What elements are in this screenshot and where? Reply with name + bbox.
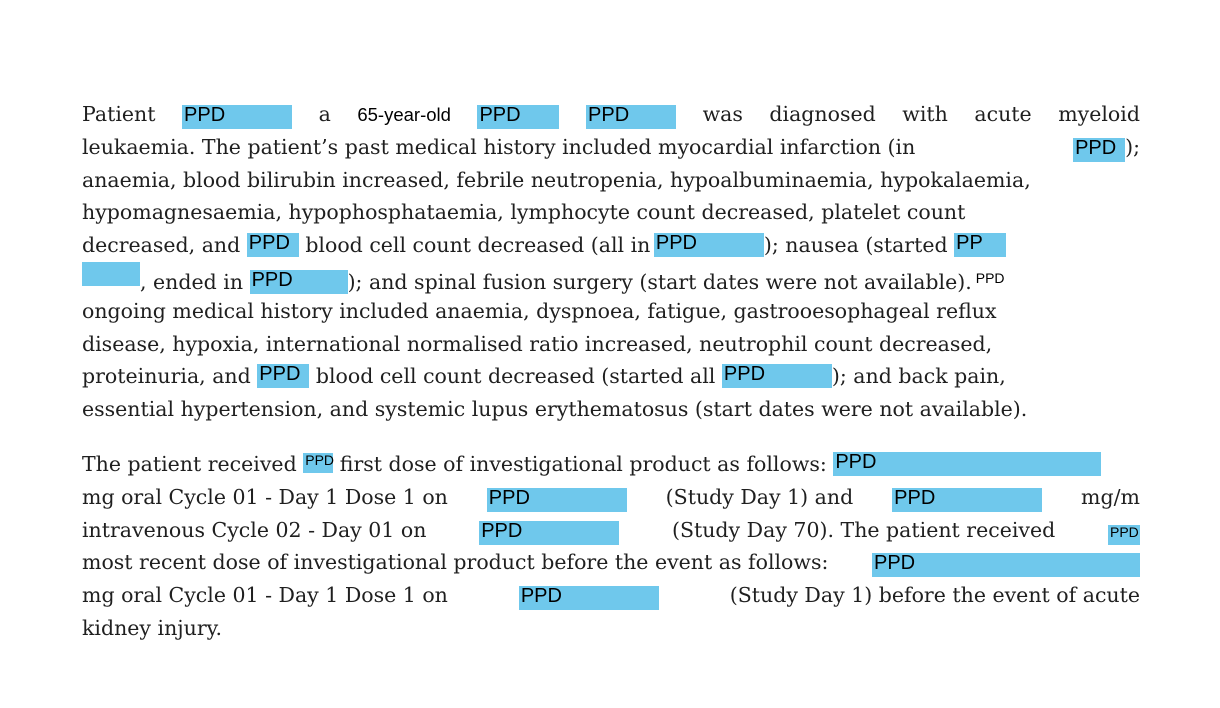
text-segment: ); and back pain,	[831, 364, 1006, 389]
redaction-box: PPD	[833, 451, 1102, 476]
medical-history-paragraph: Patient PPD a 65-year-old PPD PPD was di…	[82, 98, 1140, 426]
text-line: kidney injury.	[82, 612, 1140, 645]
redaction-box: PPD	[892, 487, 1043, 512]
text-segment: mg/m	[1081, 484, 1140, 509]
text-segment: (Study Day 70). The patient received	[671, 517, 1056, 542]
redaction-box	[82, 261, 140, 286]
text-segment: mg oral Cycle 01 - Day 1 Dose 1 on	[82, 583, 448, 608]
redaction-box: PPD	[246, 233, 299, 258]
text-segment: ); nausea (started	[763, 233, 948, 258]
redaction-box: PPD	[872, 553, 1140, 578]
text-segment: , ended in	[140, 269, 244, 294]
text-segment: ); and spinal fusion surgery (start date…	[347, 269, 972, 294]
text-line: decreased, and PPD blood cell count decr…	[82, 229, 1140, 262]
text-segment: diagnosed	[769, 102, 876, 126]
text-segment: proteinuria, and	[82, 364, 251, 389]
text-line: mg oral Cycle 01 - Day 1 Dose 1 on PPD (…	[82, 481, 1140, 514]
redaction-box: PPD	[586, 105, 677, 129]
document-page: Patient PPD a 65-year-old PPD PPD was di…	[82, 98, 1140, 645]
text-segment: disease, hypoxia, international normalis…	[82, 331, 993, 356]
text-segment: blood cell count decreased (started all	[315, 364, 716, 389]
text-segment: (Study Day 1) and	[665, 484, 854, 509]
redaction-box: PPD	[721, 364, 832, 389]
redaction-box: PPD	[182, 105, 293, 129]
redaction-box: PPD	[518, 586, 659, 611]
text-segment: essential hypertension, and systemic lup…	[82, 397, 1028, 422]
text-line: essential hypertension, and systemic lup…	[82, 393, 1140, 426]
text-line: The patient received PPD first dose of i…	[82, 448, 1140, 481]
redaction-box: PPD	[486, 487, 627, 512]
patient-age: 65-year-old	[357, 104, 451, 125]
text-segment: blood cell count decreased (all in	[305, 233, 651, 258]
text-segment: (Study Day 1) before the event of acute	[729, 583, 1140, 608]
dosing-paragraph: The patient received PPD first dose of i…	[82, 448, 1140, 645]
text-segment: was	[702, 102, 743, 126]
text-line: Patient PPD a 65-year-old PPD PPD was di…	[82, 98, 1140, 131]
redaction-box: PPD	[249, 269, 348, 294]
redaction-box: PPD	[303, 452, 334, 473]
text-segment: a	[318, 102, 331, 126]
redaction-box: PPD	[257, 364, 310, 389]
text-segment: mg oral Cycle 01 - Day 1 Dose 1 on	[82, 484, 448, 509]
text-segment: );	[1125, 134, 1140, 159]
text-line: ongoing medical history included anaemia…	[82, 295, 1140, 328]
text-line: , ended in PPD); and spinal fusion surge…	[82, 261, 1140, 295]
text-segment: kidney injury.	[82, 615, 223, 640]
redaction-box: PPD	[477, 105, 560, 129]
redaction-box: PP	[954, 233, 1007, 258]
text-segment: anaemia, blood bilirubin increased, febr…	[82, 167, 1031, 192]
text-line: intravenous Cycle 02 - Day 01 on PPD (St…	[82, 514, 1140, 547]
text-segment: with	[902, 102, 948, 126]
text-segment: decreased, and	[82, 233, 241, 258]
text-line: proteinuria, and PPD blood cell count de…	[82, 360, 1140, 393]
text-line: most recent dose of investigational prod…	[82, 546, 1140, 579]
text-line: leukaemia. The patient’s past medical hi…	[82, 131, 1140, 164]
text-segment: myeloid	[1058, 102, 1140, 126]
text-segment: intravenous Cycle 02 - Day 01 on	[82, 517, 427, 542]
text-line: hypomagnesaemia, hypophosphataemia, lymp…	[82, 196, 1140, 229]
text-segment: leukaemia. The patient’s past medical hi…	[82, 134, 916, 159]
redaction-box: PPD	[479, 520, 620, 545]
text-segment: first dose of investigational product as…	[339, 451, 827, 476]
text-segment: most recent dose of investigational prod…	[82, 550, 829, 575]
redaction-box: PPD	[653, 233, 764, 258]
text-line: disease, hypoxia, international normalis…	[82, 328, 1140, 361]
text-line: anaemia, blood bilirubin increased, febr…	[82, 164, 1140, 197]
text-segment: Patient	[82, 102, 156, 126]
redaction-box: PPD	[975, 269, 1005, 286]
text-segment: acute	[974, 102, 1032, 126]
redaction-box: PPD	[1073, 137, 1126, 162]
text-segment: ongoing medical history included anaemia…	[82, 298, 997, 323]
text-segment: The patient received	[82, 451, 297, 476]
redaction-box: PPD	[1107, 524, 1140, 545]
text-segment: hypomagnesaemia, hypophosphataemia, lymp…	[82, 200, 966, 225]
text-line: mg oral Cycle 01 - Day 1 Dose 1 on PPD (…	[82, 579, 1140, 612]
